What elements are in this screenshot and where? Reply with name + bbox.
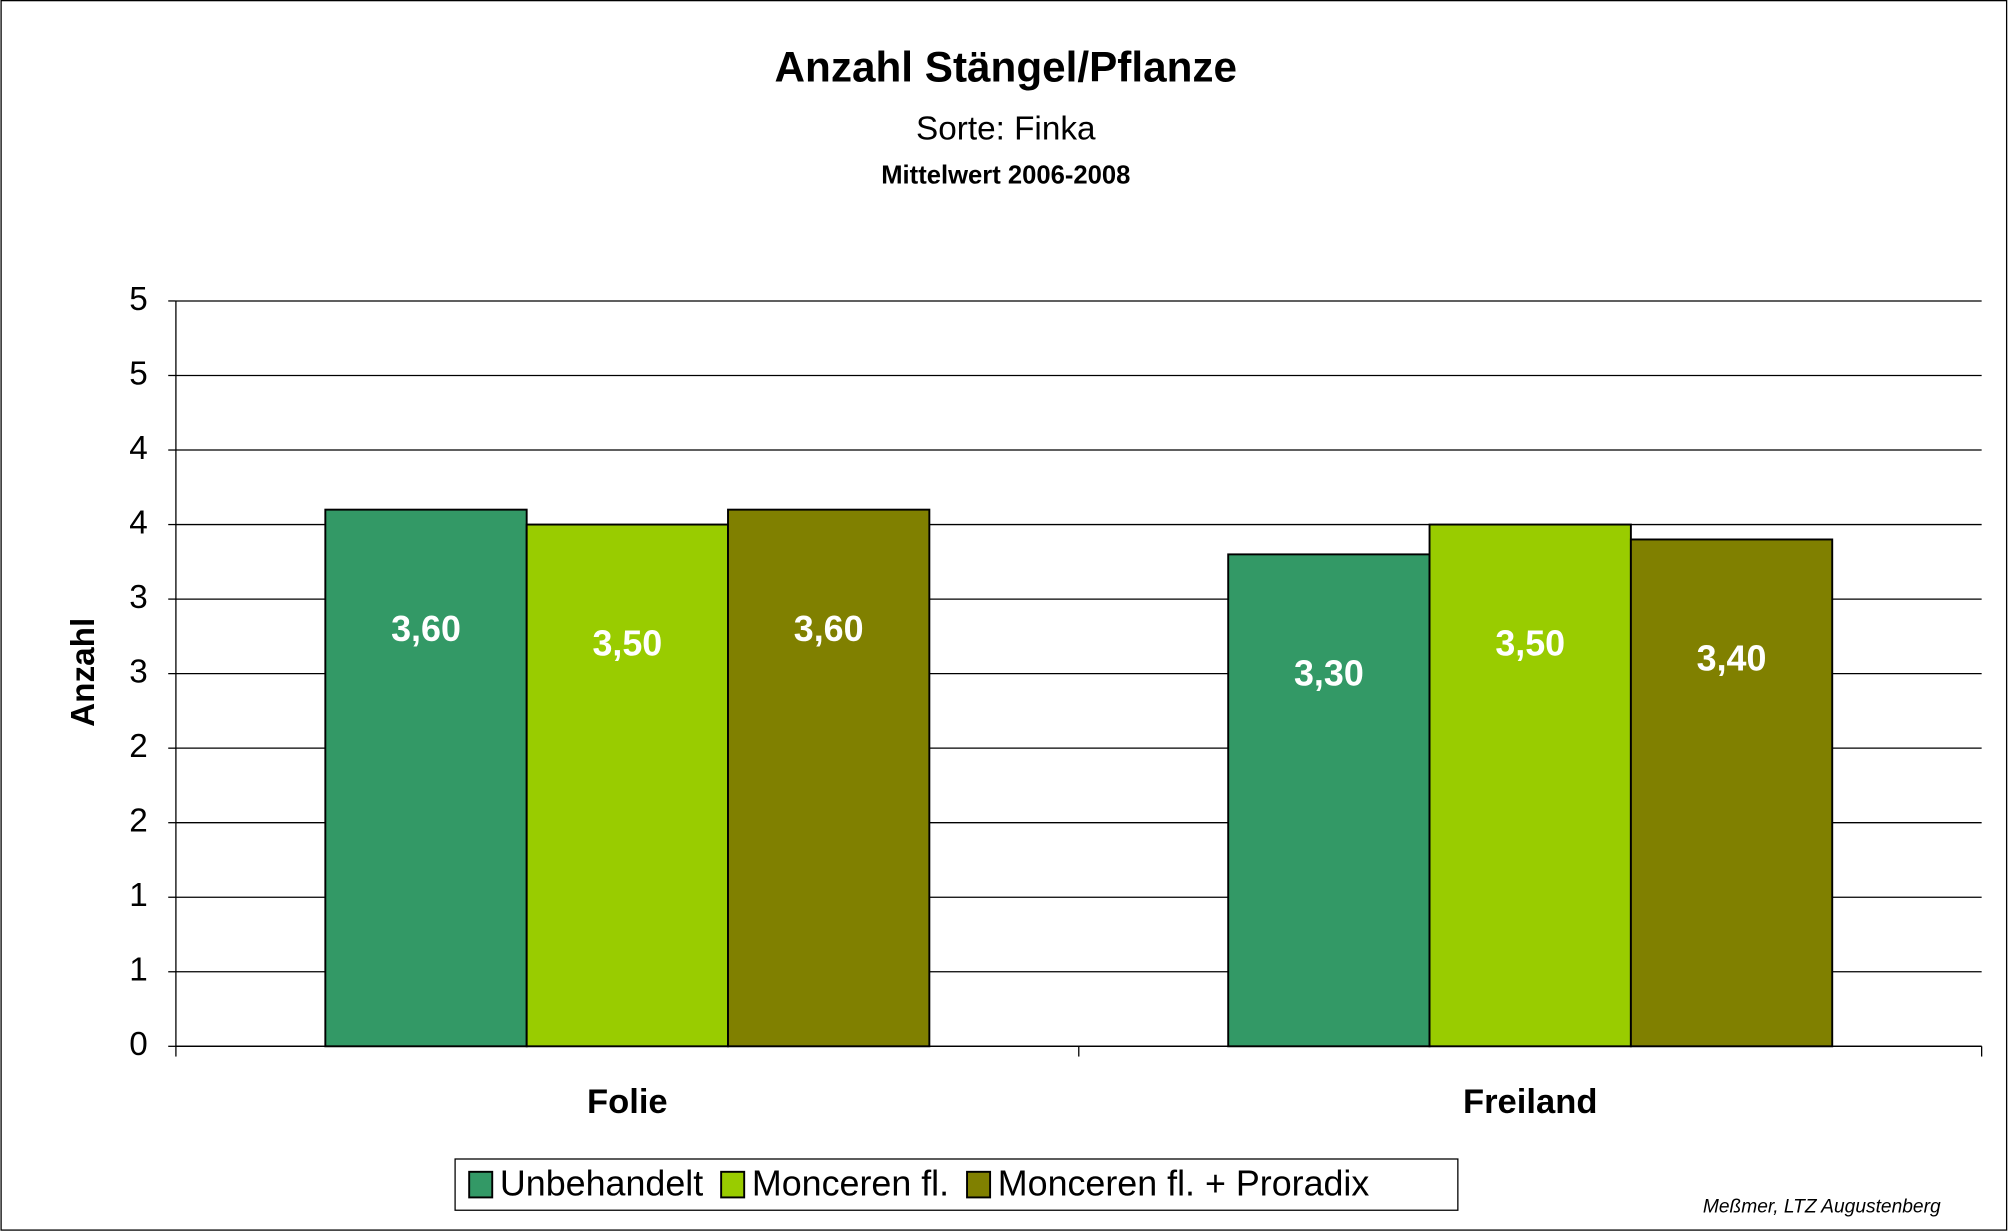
- legend-swatch: [966, 1170, 992, 1199]
- data-label: 3,50: [592, 624, 662, 664]
- data-label: 3,40: [1697, 639, 1767, 679]
- y-tick-label: 4: [129, 430, 148, 467]
- bar: [1227, 553, 1431, 1048]
- y-tick-label: 0: [129, 1026, 148, 1063]
- legend-swatch: [468, 1170, 494, 1199]
- y-tick-label: 2: [129, 802, 148, 839]
- y-tick-label: 3: [129, 579, 148, 616]
- legend-box: [454, 1158, 1459, 1211]
- data-label: 3,50: [1495, 624, 1565, 664]
- y-tick-label: 1: [129, 952, 148, 989]
- source-note: Meßmer, LTZ Augustenberg: [1703, 1197, 1941, 1218]
- chart-title: Anzahl Stängel/Pflanze: [775, 44, 1237, 91]
- bar: [727, 508, 931, 1048]
- legend-label: Unbehandelt: [500, 1163, 703, 1203]
- y-tick-label: 2: [129, 728, 148, 765]
- data-label: 3,60: [391, 609, 461, 649]
- chart-subtitle: Mittelwert 2006-2008: [881, 161, 1130, 189]
- y-tick-label: 5: [129, 281, 148, 318]
- legend-swatch: [720, 1170, 746, 1199]
- y-tick-label: 1: [129, 877, 148, 914]
- x-tick-label: Freiland: [1463, 1083, 1597, 1121]
- data-label: 3,30: [1294, 654, 1364, 694]
- bar: [525, 523, 729, 1048]
- y-axis-label: Anzahl: [65, 618, 102, 727]
- bar: [324, 508, 528, 1048]
- x-tick-label: Folie: [587, 1083, 668, 1121]
- y-tick-label: 3: [129, 653, 148, 690]
- bar: [1629, 538, 1834, 1048]
- chart-subtitle: Sorte: Finka: [916, 110, 1096, 147]
- y-tick-label: 5: [129, 355, 148, 392]
- data-label: 3,60: [794, 609, 864, 649]
- bar: [1428, 523, 1632, 1048]
- legend-label: Monceren fl. + Proradix: [998, 1163, 1370, 1203]
- legend-label: Monceren fl.: [752, 1163, 949, 1203]
- y-tick-label: 4: [129, 504, 148, 541]
